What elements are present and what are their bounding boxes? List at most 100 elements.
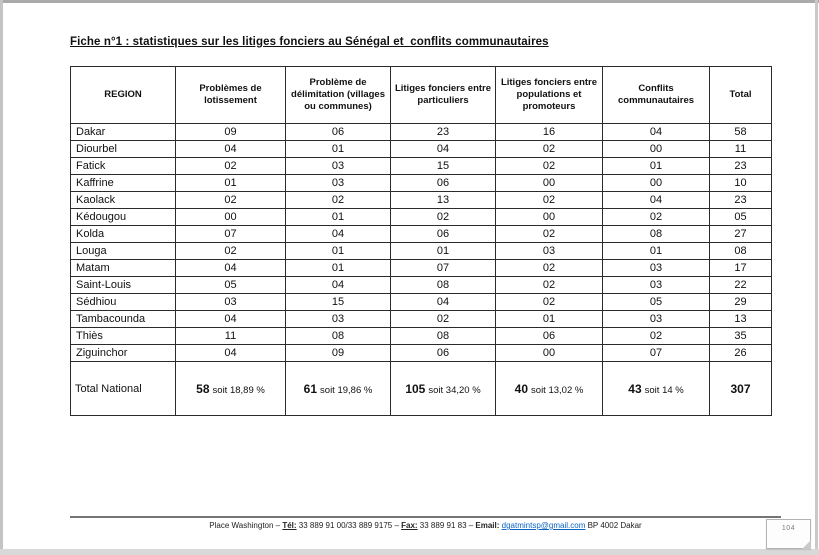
- header-region: REGION: [70, 66, 176, 124]
- value-cell: 15: [285, 293, 391, 311]
- table-row: Kaolack 02 02 13 02 04 23: [70, 191, 772, 209]
- value-cell: 08: [709, 242, 772, 260]
- footer-divider: [70, 516, 781, 518]
- value-cell: 01: [602, 242, 710, 260]
- value-cell: 01: [175, 174, 286, 192]
- value-cell: 02: [495, 276, 603, 294]
- value-cell: 04: [175, 344, 286, 362]
- footer-bp: BP 4002 Dakar: [585, 521, 642, 530]
- document-title: Fiche n°1 : statistiques sur les litiges…: [70, 36, 549, 48]
- region-cell: Saint-Louis: [70, 276, 176, 294]
- table-row: Saint-Louis 05 04 08 02 03 22: [70, 276, 772, 294]
- value-cell: 23: [709, 157, 772, 175]
- value-cell: 02: [495, 259, 603, 277]
- footer-tel-label: Tél:: [282, 521, 297, 530]
- total-percentage: soit 19,86 %: [320, 384, 373, 396]
- table-body: Dakar 09 06 23 16 04 58 Diourbel 04 01 04 02 00 11 Fat…: [70, 123, 772, 362]
- value-cell: 17: [709, 259, 772, 277]
- table-row: Kédougou 00 01 02 00 02 05: [70, 208, 772, 226]
- total-cell: 58 soit 18,89 %: [175, 361, 286, 416]
- total-label-cell: Total National: [70, 361, 176, 416]
- value-cell: 02: [390, 310, 496, 328]
- total-value: 40: [514, 381, 529, 396]
- footer-email-label: Email:: [475, 521, 500, 530]
- value-cell: 02: [495, 157, 603, 175]
- value-cell: 04: [175, 259, 286, 277]
- total-cell: 40 soit 13,02 %: [495, 361, 603, 416]
- value-cell: 02: [495, 225, 603, 243]
- value-cell: 02: [495, 293, 603, 311]
- value-cell: 04: [175, 140, 286, 158]
- total-value: 43: [628, 381, 642, 396]
- value-cell: 00: [495, 344, 603, 362]
- value-cell: 01: [495, 310, 603, 328]
- value-cell: 08: [602, 225, 710, 243]
- value-cell: 07: [175, 225, 286, 243]
- table-row: Matam 04 01 07 02 03 17: [70, 259, 772, 277]
- table-row: Ziguinchor 04 09 06 00 07 26: [70, 344, 772, 362]
- page-left-border: [0, 0, 3, 549]
- region-cell: Ziguinchor: [70, 344, 176, 362]
- value-cell: 16: [495, 123, 603, 141]
- table-row: Louga 02 01 01 03 01 08: [70, 242, 772, 260]
- region-cell: Kaffrine: [70, 174, 176, 192]
- value-cell: 01: [390, 242, 496, 260]
- value-cell: 35: [709, 327, 772, 345]
- value-cell: 04: [602, 191, 710, 209]
- region-cell: Kaolack: [70, 191, 176, 209]
- value-cell: 15: [390, 157, 496, 175]
- value-cell: 04: [285, 276, 391, 294]
- value-cell: 06: [390, 174, 496, 192]
- value-cell: 06: [390, 225, 496, 243]
- region-cell: Matam: [70, 259, 176, 277]
- value-cell: 13: [709, 310, 772, 328]
- page-bottom-border: [0, 549, 819, 555]
- region-cell: Kédougou: [70, 208, 176, 226]
- header-lotissement: Problèmes de lotissement: [175, 66, 286, 124]
- value-cell: 04: [285, 225, 391, 243]
- value-cell: 06: [285, 123, 391, 141]
- table-header: REGION Problèmes de lotissement Problème…: [70, 66, 772, 124]
- table-row: Thiès 11 08 08 06 02 35: [70, 327, 772, 345]
- value-cell: 13: [390, 191, 496, 209]
- value-cell: 03: [285, 157, 391, 175]
- header-conflits: Conflits communautaires: [602, 66, 710, 124]
- value-cell: 02: [175, 242, 286, 260]
- value-cell: 02: [495, 191, 603, 209]
- value-cell: 02: [390, 208, 496, 226]
- footer: Place Washington – Tél: 33 889 91 00/33 …: [70, 521, 781, 530]
- folded-corner-icon: [802, 540, 811, 549]
- value-cell: 03: [495, 242, 603, 260]
- value-cell: 03: [285, 174, 391, 192]
- grand-total-cell: 307: [709, 361, 772, 416]
- value-cell: 10: [709, 174, 772, 192]
- total-percentage: soit 13,02 %: [531, 384, 584, 396]
- header-delimitation: Problème de délimitation (villages ou co…: [285, 66, 391, 124]
- value-cell: 01: [285, 140, 391, 158]
- total-value: 105: [405, 381, 426, 396]
- total-cell: 61 soit 19,86 %: [285, 361, 391, 416]
- value-cell: 02: [602, 208, 710, 226]
- value-cell: 02: [495, 140, 603, 158]
- value-cell: 00: [175, 208, 286, 226]
- value-cell: 07: [390, 259, 496, 277]
- footer-email-link[interactable]: dgatmintsp@gmail.com: [501, 521, 586, 530]
- region-cell: Fatick: [70, 157, 176, 175]
- region-cell: Thiès: [70, 327, 176, 345]
- header-total: Total: [709, 66, 772, 124]
- value-cell: 01: [602, 157, 710, 175]
- page-number-marker: 104: [766, 519, 811, 549]
- value-cell: 22: [709, 276, 772, 294]
- value-cell: 05: [709, 208, 772, 226]
- value-cell: 26: [709, 344, 772, 362]
- page-right-border: [815, 0, 818, 549]
- value-cell: 04: [175, 310, 286, 328]
- statistics-table: REGION Problèmes de lotissement Problème…: [70, 66, 772, 416]
- table-footer: Total National 58 soit 18,89 % 61 soit 19,…: [70, 361, 772, 416]
- value-cell: 05: [175, 276, 286, 294]
- value-cell: 00: [602, 174, 710, 192]
- region-cell: Sédhiou: [70, 293, 176, 311]
- value-cell: 04: [390, 293, 496, 311]
- value-cell: 03: [285, 310, 391, 328]
- value-cell: 07: [602, 344, 710, 362]
